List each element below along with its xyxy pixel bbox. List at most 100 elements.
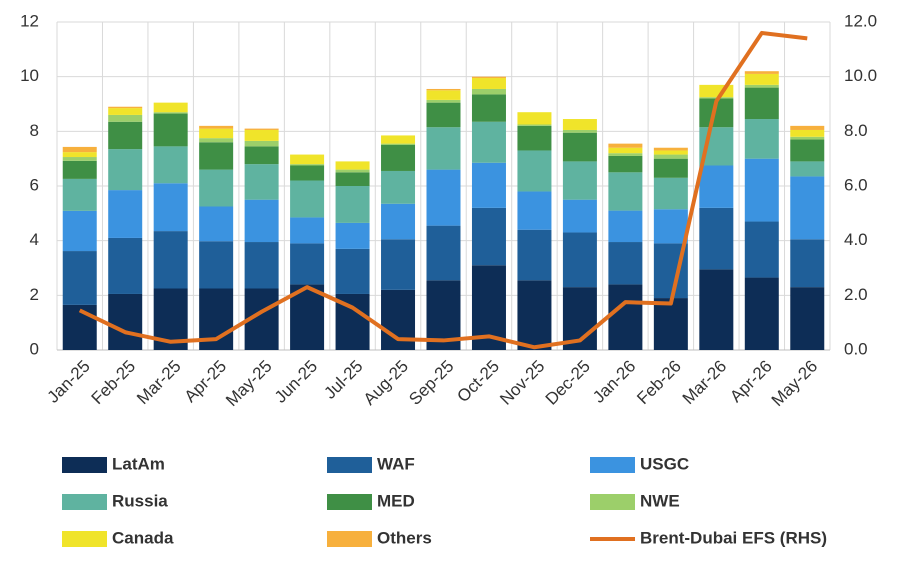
- y2-tick-label: 4.0: [844, 230, 868, 249]
- bar-segment: [381, 170, 416, 204]
- legend-swatch: [590, 494, 635, 510]
- bar-segment: [381, 135, 416, 144]
- x-tick-label: Jan-26: [589, 357, 639, 407]
- bar-segment: [517, 229, 552, 281]
- bar-segment: [517, 150, 552, 192]
- bar-segment: [744, 87, 779, 120]
- bar-segment: [790, 139, 825, 162]
- bar-segment: [153, 102, 188, 113]
- bar-segment: [471, 94, 506, 122]
- y2-tick-label: 8.0: [844, 121, 868, 140]
- bar-segment: [517, 125, 552, 151]
- x-tick-label: Jun-25: [271, 357, 321, 407]
- bar-segment: [790, 176, 825, 240]
- bar-segment: [62, 251, 97, 305]
- bar-segment: [699, 165, 734, 208]
- bar-segment: [653, 154, 688, 159]
- bar-segment: [790, 125, 825, 130]
- bar-segment: [290, 217, 325, 244]
- legend-swatch: [62, 531, 107, 547]
- bar-segment: [744, 277, 779, 350]
- bar-segment: [790, 161, 825, 177]
- bar-segment: [744, 71, 779, 74]
- x-tick-label: May-25: [222, 357, 276, 411]
- bar-segment: [199, 125, 234, 129]
- bar-segment: [517, 112, 552, 125]
- bar-segment: [244, 128, 279, 130]
- bar-segment: [699, 269, 734, 350]
- bar-segment: [426, 90, 461, 100]
- legend-label: Russia: [112, 491, 168, 510]
- y-tick-label: 0: [30, 339, 39, 358]
- bar-segment: [790, 136, 825, 140]
- bar-segment: [790, 287, 825, 350]
- bar-segment: [335, 186, 370, 223]
- bar-segment: [608, 143, 643, 148]
- bar-segment: [744, 158, 779, 222]
- bar-segment: [108, 108, 143, 115]
- legend-label: Canada: [112, 528, 174, 547]
- bar-segment: [471, 207, 506, 266]
- bar-segment: [62, 178, 97, 211]
- bar-segment: [608, 242, 643, 285]
- bar-segment: [153, 183, 188, 232]
- line: [78, 30, 808, 350]
- bar-segment: [608, 147, 643, 154]
- bar-segment: [426, 99, 461, 103]
- bar-segment: [244, 129, 279, 141]
- bar-segment: [381, 145, 416, 171]
- x-tick-label: Feb-25: [88, 357, 140, 409]
- bar-segment: [199, 169, 234, 207]
- y-tick-label: 2: [30, 285, 39, 304]
- bar-segment: [153, 146, 188, 184]
- bar-segment: [426, 169, 461, 226]
- bar-segment: [653, 147, 688, 151]
- x-tick-label: Aug-25: [360, 357, 412, 409]
- bar-segment: [608, 153, 643, 156]
- legend-label: MED: [377, 491, 415, 510]
- bar-segment: [608, 284, 643, 350]
- bar-segment: [608, 155, 643, 173]
- x-tick-label: Mar-26: [679, 357, 731, 409]
- bar-segment: [62, 152, 97, 158]
- bar-segment: [335, 169, 370, 173]
- bar-segment: [108, 106, 143, 109]
- x-tick-label: Mar-25: [133, 357, 185, 409]
- legend-swatch: [327, 531, 372, 547]
- y2-tick-label: 2.0: [844, 285, 868, 304]
- legend-label: Others: [377, 528, 432, 547]
- y-tick-label: 10: [20, 66, 39, 85]
- bar-segment: [562, 232, 597, 288]
- bar-segment: [699, 207, 734, 270]
- bar-segment: [426, 225, 461, 281]
- bar-segment: [335, 222, 370, 249]
- bar-segment: [244, 199, 279, 243]
- bar-segment: [108, 149, 143, 191]
- bar-segment: [62, 160, 97, 179]
- bar-segment: [335, 172, 370, 186]
- x-tick-label: Nov-25: [496, 357, 548, 409]
- bar-segment: [62, 146, 97, 153]
- legend-swatch: [62, 457, 107, 473]
- y-tick-label: 6: [30, 175, 39, 194]
- bar-segment: [290, 180, 325, 218]
- bar-segment: [562, 129, 597, 133]
- y2-tick-label: 0.0: [844, 339, 868, 358]
- bar-segment: [608, 172, 643, 211]
- legend-label: USGC: [640, 454, 689, 473]
- bar-segment: [199, 138, 234, 143]
- legend: LatAm WAF USGC Russia MED NWE Canada Others Bren…: [62, 454, 827, 547]
- bar-segment: [471, 162, 506, 208]
- bar-segment: [471, 76, 506, 79]
- x-tick-label: Oct-25: [453, 357, 503, 407]
- bar-segment: [199, 206, 234, 242]
- bar-segment: [381, 239, 416, 290]
- bar-segment: [244, 242, 279, 289]
- bar-segment: [426, 102, 461, 128]
- bar-segment: [244, 140, 279, 147]
- bar-segment: [562, 132, 597, 162]
- bar-segment: [153, 231, 188, 289]
- bar-segment: [153, 113, 188, 147]
- legend-swatch: [327, 457, 372, 473]
